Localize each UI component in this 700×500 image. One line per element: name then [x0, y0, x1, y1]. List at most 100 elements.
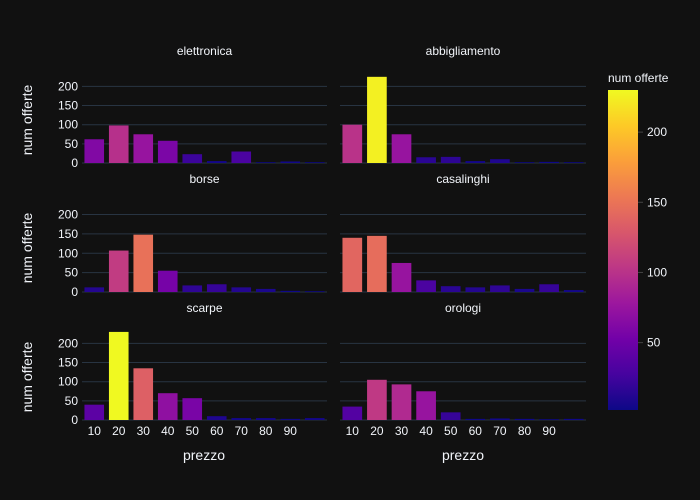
bar: [391, 262, 412, 292]
x-tick-label: 40: [161, 424, 175, 438]
facet-panel-elettronica: elettronica 0 50 100 150 200: [58, 44, 327, 170]
bar: [539, 419, 559, 420]
bar: [108, 125, 129, 163]
facet-panel-abbigliamento: abbigliamento: [340, 44, 586, 164]
x-tick-label: 30: [395, 424, 409, 438]
bar: [391, 134, 412, 163]
bar: [440, 286, 461, 292]
colorbar-tick-label: 50: [647, 336, 661, 350]
bar: [182, 285, 203, 292]
y-tick-label: 200: [58, 79, 78, 93]
bar: [539, 161, 559, 163]
bar: [465, 287, 486, 292]
colorbar-tick-label: 200: [647, 125, 667, 139]
bar: [133, 234, 154, 292]
panel-title: orologi: [445, 301, 481, 315]
bar: [108, 331, 129, 420]
bar: [133, 134, 154, 163]
bar: [342, 124, 363, 163]
bar: [255, 288, 276, 292]
y-tick-label: 50: [65, 394, 79, 408]
x-tick-label: 80: [259, 424, 273, 438]
x-tick-label: 90: [284, 424, 298, 438]
bar: [490, 159, 510, 163]
y-tick-label: 150: [58, 227, 78, 241]
bar: [182, 154, 203, 163]
bar: [514, 418, 535, 420]
x-tick-label: 70: [493, 424, 507, 438]
bar: [206, 284, 227, 292]
facet-panel-orologi: orologi 10 20 30 40 50 60 70 80 90: [340, 301, 586, 438]
y-tick-label: 50: [65, 266, 79, 280]
y-tick-label: 100: [58, 246, 78, 260]
bar: [280, 290, 301, 292]
bar: [280, 161, 301, 163]
y-tick-label: 50: [65, 137, 79, 151]
x-tick-label: 50: [444, 424, 458, 438]
colorbar-tick-label: 100: [647, 265, 667, 279]
bar: [255, 418, 276, 420]
x-axis-title-right: prezzo: [442, 447, 484, 463]
bar: [84, 139, 105, 163]
bar: [416, 391, 436, 420]
x-tick-label: 80: [518, 424, 532, 438]
y-tick-label: 100: [58, 118, 78, 132]
x-tick-label: 40: [419, 424, 433, 438]
bar: [255, 162, 276, 163]
x-tick-label: 20: [112, 424, 126, 438]
facet-panel-casalinghi: casalinghi: [340, 172, 586, 293]
y-axis-title-row-3: num offerte: [19, 342, 35, 413]
bar: [539, 284, 559, 292]
bar: [514, 288, 535, 292]
panel-title: elettronica: [177, 44, 233, 58]
y-tick-label: 150: [58, 99, 78, 113]
bar: [231, 151, 252, 163]
x-tick-label: 10: [346, 424, 360, 438]
bar: [416, 280, 436, 292]
bar: [304, 162, 325, 163]
bar: [84, 287, 105, 292]
y-tick-label: 0: [71, 156, 78, 170]
x-tick-label: 10: [88, 424, 102, 438]
colorbar-gradient: [608, 90, 638, 410]
x-tick-label: 30: [137, 424, 151, 438]
bar: [465, 161, 486, 163]
y-axis-title-row-2: num offerte: [19, 213, 35, 284]
panel-title: borse: [189, 172, 219, 186]
bar: [108, 250, 129, 292]
x-tick-label: 50: [186, 424, 200, 438]
x-tick-label: 20: [370, 424, 384, 438]
bar: [367, 76, 387, 163]
bar: [416, 157, 436, 163]
facet-panel-scarpe: scarpe 0 50 100 150 200 10 20 30 40 50 60 70 80 90: [58, 301, 327, 438]
bar: [231, 418, 252, 420]
colorbar: num offerte 50 100 150 200: [608, 71, 669, 410]
bar: [157, 270, 178, 292]
bar: [440, 412, 461, 420]
colorbar-title: num offerte: [608, 71, 669, 85]
y-axis-title-row-1: num offerte: [19, 85, 35, 156]
bar: [157, 140, 178, 163]
y-tick-label: 0: [71, 285, 78, 299]
bar: [280, 418, 301, 420]
bar: [84, 404, 105, 420]
x-tick-label: 70: [235, 424, 249, 438]
bar: [206, 161, 227, 163]
bar: [440, 156, 461, 163]
bar: [157, 393, 178, 420]
panel-title: casalinghi: [436, 172, 489, 186]
y-tick-label: 0: [71, 413, 78, 427]
bar: [342, 406, 363, 420]
y-tick-label: 150: [58, 356, 78, 370]
facet-panels: elettronica050100150200abbigliamentobors…: [58, 44, 586, 438]
y-tick-label: 100: [58, 375, 78, 389]
bar: [563, 418, 584, 420]
bar: [367, 379, 387, 420]
bar: [391, 384, 412, 420]
bar: [182, 398, 203, 420]
x-tick-label: 60: [210, 424, 224, 438]
y-tick-label: 200: [58, 336, 78, 350]
bar: [490, 418, 510, 420]
